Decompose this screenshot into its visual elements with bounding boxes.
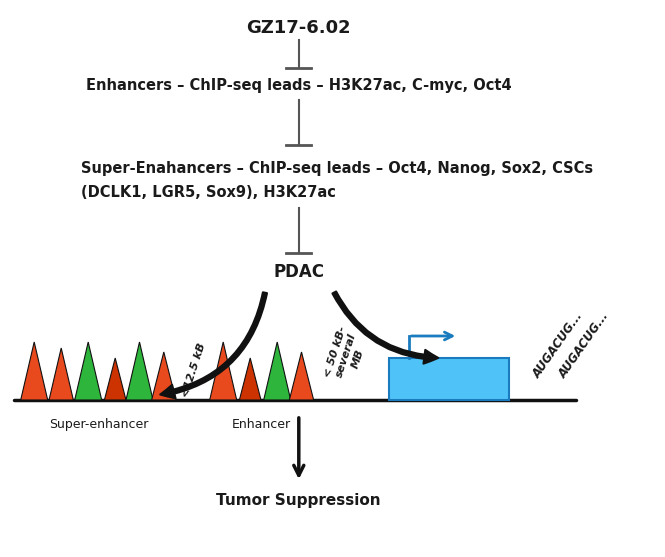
Text: Enhancer: Enhancer <box>231 418 291 431</box>
Polygon shape <box>289 352 314 400</box>
Polygon shape <box>209 342 237 400</box>
Text: (DCLK1, LGR5, Sox9), H3K27ac: (DCLK1, LGR5, Sox9), H3K27ac <box>81 184 336 199</box>
Polygon shape <box>239 358 261 400</box>
FancyArrowPatch shape <box>160 292 267 398</box>
Polygon shape <box>21 342 48 400</box>
Polygon shape <box>49 348 73 400</box>
Text: Tumor Suppression: Tumor Suppression <box>217 492 381 507</box>
Polygon shape <box>152 352 176 400</box>
Text: <12.5 kB: <12.5 kB <box>180 341 207 398</box>
Text: PDAC: PDAC <box>273 263 325 281</box>
FancyArrowPatch shape <box>332 291 438 364</box>
Text: Super-enhancer: Super-enhancer <box>49 418 149 431</box>
FancyBboxPatch shape <box>389 358 509 400</box>
Polygon shape <box>104 358 126 400</box>
Polygon shape <box>264 342 291 400</box>
Text: AUGACUG...: AUGACUG... <box>556 310 611 380</box>
Text: AUGACUG...: AUGACUG... <box>531 310 587 380</box>
Text: Super-Enahancers – ChIP-seq leads – Oct4, Nanog, Sox2, CSCs: Super-Enahancers – ChIP-seq leads – Oct4… <box>81 160 593 175</box>
Polygon shape <box>74 342 102 400</box>
Text: GZ17-6.02: GZ17-6.02 <box>247 19 351 37</box>
Text: Enhancers – ChIP-seq leads – H3K27ac, C-myc, Oct4: Enhancers – ChIP-seq leads – H3K27ac, C-… <box>86 77 511 92</box>
Text: < 50 kB-
several
MB: < 50 kB- several MB <box>323 325 370 385</box>
Polygon shape <box>126 342 153 400</box>
